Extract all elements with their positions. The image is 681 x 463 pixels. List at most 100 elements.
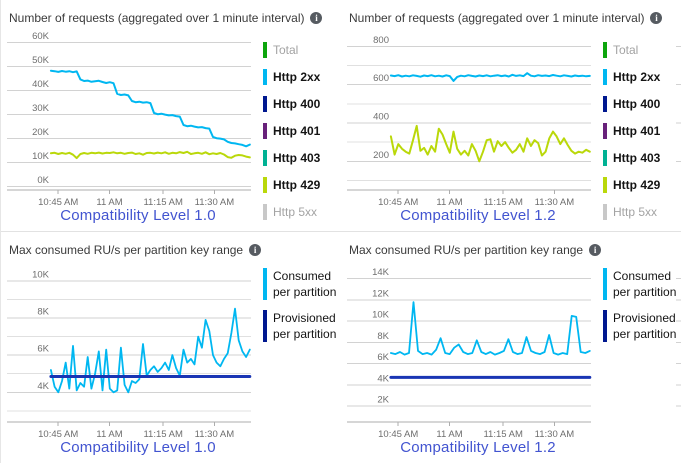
legend-color-bar (603, 268, 607, 300)
legend-label: Http 429 (273, 177, 321, 192)
chart-row: 200 400 600 800 10:45 AM 11 AM 11:15 AM 11:30 A… (345, 28, 681, 225)
y-axis-tick-label: 0K (37, 175, 49, 186)
requests-chart-panel-cl-1-2: Number of requests (aggregated over 1 mi… (341, 0, 681, 231)
legend-item-http-400[interactable]: Http 400 (263, 90, 341, 117)
legend-color-bar (603, 41, 607, 58)
series-line-http-429 (389, 124, 591, 163)
series-line-http-429 (49, 150, 251, 160)
requests-cl-1-2-plot[interactable]: 200 400 600 800 10:45 AM 11 AM 11:15 AM 11:30 A… (345, 28, 597, 208)
info-icon[interactable]: i (249, 243, 262, 256)
chart-title: Max consumed RU/s per partition key rang… (349, 242, 584, 257)
cropped-tile-gridline-stubs (676, 45, 681, 162)
legend-label: Http 401 (613, 123, 661, 138)
ru-chart-panel-cl-1-2: Max consumed RU/s per partition key rang… (341, 231, 681, 463)
ru-cl-1-2-plot[interactable]: 2K 4K 6K 8K 10K 12K 14K 10:45 AM 11 AM 11:15 AM 11… (345, 260, 597, 440)
plot-column: 4K 6K 8K 10K 10:45 AM 11 AM 11:15 AM 11:30 AM C… (5, 260, 257, 456)
legend-item-consumed-per-partition[interactable]: Consumed per partition (263, 268, 341, 300)
chart-legend: Total Http 2xx Http 400 Http 401 Http 403 Htt… (257, 28, 341, 225)
y-axis-tick-label: 50K (32, 55, 50, 66)
legend-item-http-429[interactable]: Http 429 (263, 171, 341, 198)
requests-cl-1-0-plot[interactable]: 0K 10K 20K 30K 40K 50K 60K 10:45 AM 11 AM 11:15 A… (5, 28, 257, 208)
legend-label: Http 400 (273, 96, 321, 111)
x-axis-tick-label: 11 AM (436, 429, 462, 440)
legend-color-bar (263, 95, 267, 112)
legend-item-http-403[interactable]: Http 403 (603, 144, 681, 171)
legend-item-http-2xx[interactable]: Http 2xx (263, 63, 341, 90)
chart-legend: Consumed per partition Provisioned per pa… (257, 260, 341, 352)
x-axis-tick-label: 11 AM (436, 197, 462, 208)
info-icon[interactable]: i (589, 243, 602, 256)
y-axis-tick-label: 200 (373, 150, 389, 161)
legend-item-http-2xx[interactable]: Http 2xx (603, 63, 681, 90)
chart-title: Max consumed RU/s per partition key rang… (9, 242, 244, 257)
legend-color-bar (603, 68, 607, 85)
panel-title-row: Max consumed RU/s per partition key rang… (345, 238, 681, 260)
legend-label: Total (273, 42, 299, 57)
requests-chart-panel-cl-1-0: Number of requests (aggregated over 1 mi… (1, 0, 341, 231)
legend-item-total[interactable]: Total (603, 36, 681, 63)
legend-item-http-5xx[interactable]: Http 5xx (603, 198, 681, 225)
y-axis-tick-label: 800 (373, 35, 389, 46)
legend-item-http-429[interactable]: Http 429 (603, 171, 681, 198)
legend-item-provisioned-per-partition[interactable]: Provisioned per partition (263, 310, 341, 342)
y-axis-tick-label: 8K (37, 307, 49, 318)
legend-item-provisioned-per-partition[interactable]: Provisioned per partition (603, 310, 681, 342)
y-axis-tick-label: 6K (37, 344, 49, 355)
legend-label: Http 5xx (613, 204, 658, 219)
x-axis-tick-label: 10:45 AM (378, 429, 418, 440)
chart-legend: Consumed per partition Provisioned per pa… (597, 260, 681, 352)
legend-item-http-401[interactable]: Http 401 (603, 117, 681, 144)
legend-item-http-5xx[interactable]: Http 5xx (263, 198, 341, 225)
legend-color-bar (263, 68, 267, 85)
legend-color-bar (263, 149, 267, 166)
legend-item-http-401[interactable]: Http 401 (263, 117, 341, 144)
y-axis-tick-label: 600 (373, 73, 389, 84)
legend-label: Http 2xx (613, 69, 661, 84)
x-axis-tick-label: 10:45 AM (38, 197, 78, 208)
x-axis-tick-label: 11 AM (96, 197, 122, 208)
y-axis-tick-label: 60K (32, 31, 50, 42)
legend-label: Http 2xx (273, 69, 321, 84)
chart-title: Number of requests (aggregated over 1 mi… (349, 10, 645, 25)
x-axis-tick-label: 11:30 AM (195, 429, 235, 440)
chart-row: 2K 4K 6K 8K 10K 12K 14K 10:45 AM 11 AM 11:15 AM 11… (345, 260, 681, 456)
legend-label: Total (613, 42, 639, 57)
legend-label: Provisioned per partition (273, 311, 337, 341)
legend-color-bar (263, 310, 267, 342)
x-axis-tick-label: 11:30 AM (535, 429, 575, 440)
x-axis-tick-label: 11:15 AM (143, 197, 183, 208)
legend-label: Provisioned per partition (613, 311, 677, 341)
legend-item-total[interactable]: Total (263, 36, 341, 63)
legend-label: Http 403 (273, 150, 321, 165)
ru-chart-panel-cl-1-0: Max consumed RU/s per partition key rang… (1, 231, 341, 463)
x-axis-tick-label: 10:45 AM (38, 429, 78, 440)
y-axis-tick-label: 40K (32, 79, 50, 90)
y-axis-tick-label: 2K (377, 395, 389, 406)
legend-color-bar (263, 176, 267, 193)
chart-caption: Compatibility Level 1.0 (60, 439, 216, 456)
info-icon[interactable]: i (310, 11, 323, 24)
x-axis-tick-label: 11:15 AM (143, 429, 183, 440)
chart-row: 4K 6K 8K 10K 10:45 AM 11 AM 11:15 AM 11:30 AM C… (5, 260, 341, 456)
legend-color-bar (603, 149, 607, 166)
series-line-consumed-per-partition (390, 301, 591, 356)
panel-title-row: Number of requests (aggregated over 1 mi… (5, 6, 341, 28)
legend-item-http-400[interactable]: Http 400 (603, 90, 681, 117)
info-icon[interactable]: i (650, 11, 663, 24)
legend-item-consumed-per-partition[interactable]: Consumed per partition (603, 268, 681, 300)
x-axis-tick-label: 11:15 AM (483, 429, 523, 440)
ru-cl-1-0-plot[interactable]: 4K 6K 8K 10K 10:45 AM 11 AM 11:15 AM 11:30 AM (5, 260, 257, 440)
legend-color-bar (603, 176, 607, 193)
legend-item-http-403[interactable]: Http 403 (263, 144, 341, 171)
chart-caption: Compatibility Level 1.2 (400, 207, 556, 224)
y-axis-tick-label: 30K (32, 103, 50, 114)
legend-color-bar (263, 41, 267, 58)
legend-label: Http 400 (613, 96, 661, 111)
legend-label: Consumed per partition (273, 269, 337, 299)
legend-color-bar (263, 203, 267, 220)
chart-title: Number of requests (aggregated over 1 mi… (9, 10, 305, 25)
legend-label: Http 403 (613, 150, 661, 165)
chart-legend: Total Http 2xx Http 400 Http 401 Http 403 Htt… (597, 28, 681, 225)
plot-column: 200 400 600 800 10:45 AM 11 AM 11:15 AM 11:30 A… (345, 28, 597, 224)
x-axis-tick-label: 11:30 AM (535, 197, 575, 208)
